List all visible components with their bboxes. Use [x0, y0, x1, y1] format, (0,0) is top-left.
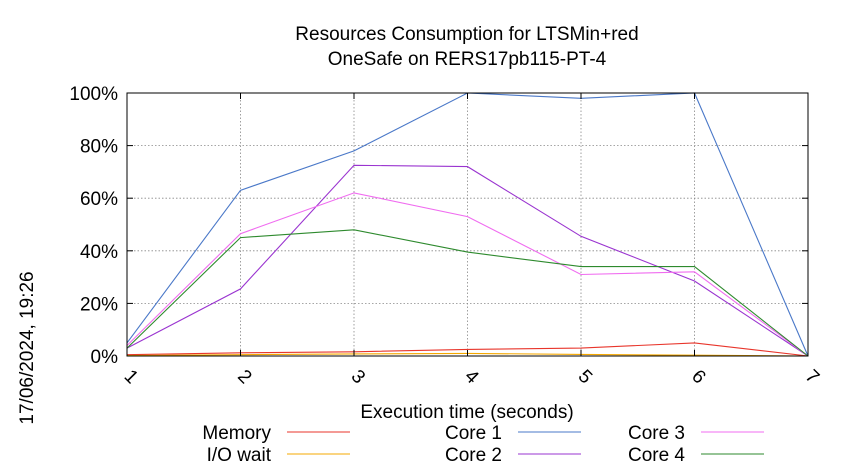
x-tick-label: 4: [460, 366, 483, 389]
legend-label-core-2: Core 2: [445, 445, 502, 466]
chart-subtitle: OneSafe on RERS17pb115-PT-4: [328, 49, 607, 70]
y-tick-label: 60%: [80, 189, 118, 210]
x-tick-label: 1: [120, 366, 142, 388]
legend-label-core-3: Core 3: [628, 423, 685, 444]
x-tick-label: 6: [687, 366, 709, 388]
y-tick-label: 100%: [69, 84, 118, 105]
y-tick-label: 20%: [80, 294, 118, 315]
legend-label-core-4: Core 4: [628, 445, 685, 466]
grid-lines: [126, 92, 809, 357]
series-line-core-2: [126, 164, 809, 357]
legend-label-i-o-wait: I/O wait: [207, 445, 272, 466]
x-tick-label: 5: [574, 366, 596, 388]
x-tick-label: 3: [347, 366, 369, 388]
y-tick-label: 40%: [80, 242, 118, 263]
x-axis-label: Execution time (seconds): [360, 402, 573, 423]
series-line-core-3: [126, 192, 809, 357]
x-tick-label: 2: [233, 366, 255, 388]
y-tick-label: 80%: [80, 137, 118, 158]
y-tick-label: 0%: [91, 347, 119, 368]
legend-label-memory: Memory: [202, 423, 271, 444]
legend-label-core-1: Core 1: [445, 423, 502, 444]
chart-title: Resources Consumption for LTSMin+red: [295, 24, 638, 45]
series-line-core-4: [126, 229, 809, 357]
timestamp: 17/06/2024, 19:26: [17, 271, 38, 424]
x-tick-label: 7: [801, 366, 823, 388]
